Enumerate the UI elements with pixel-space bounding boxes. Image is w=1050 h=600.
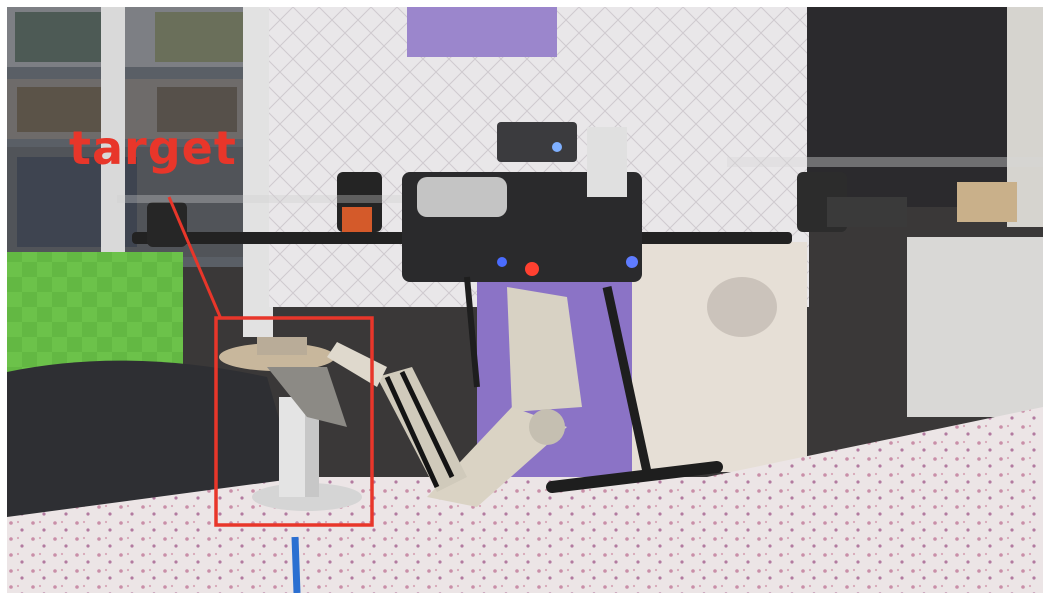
blue-cable bbox=[291, 536, 301, 593]
status-led-red bbox=[525, 262, 539, 276]
purple-panel-top bbox=[407, 7, 557, 57]
annotation-overlay bbox=[167, 196, 374, 527]
dark-cloth bbox=[7, 360, 307, 527]
polka-dot-floor bbox=[7, 407, 1043, 593]
target-bounding-box bbox=[214, 316, 374, 527]
white-cabinet bbox=[907, 237, 1043, 417]
cardboard-box bbox=[957, 182, 1017, 222]
target-label: target bbox=[69, 121, 237, 175]
camera-module bbox=[417, 177, 507, 217]
beige-foam-panel bbox=[632, 242, 807, 472]
annotation-leader-line bbox=[167, 196, 223, 320]
green-foam-mat bbox=[7, 252, 183, 372]
perch-target bbox=[219, 337, 362, 593]
scene-illustration bbox=[7, 7, 1043, 593]
photo-frame: target bbox=[7, 7, 1043, 593]
dark-background bbox=[807, 7, 1043, 207]
hexacopter bbox=[117, 122, 1043, 493]
